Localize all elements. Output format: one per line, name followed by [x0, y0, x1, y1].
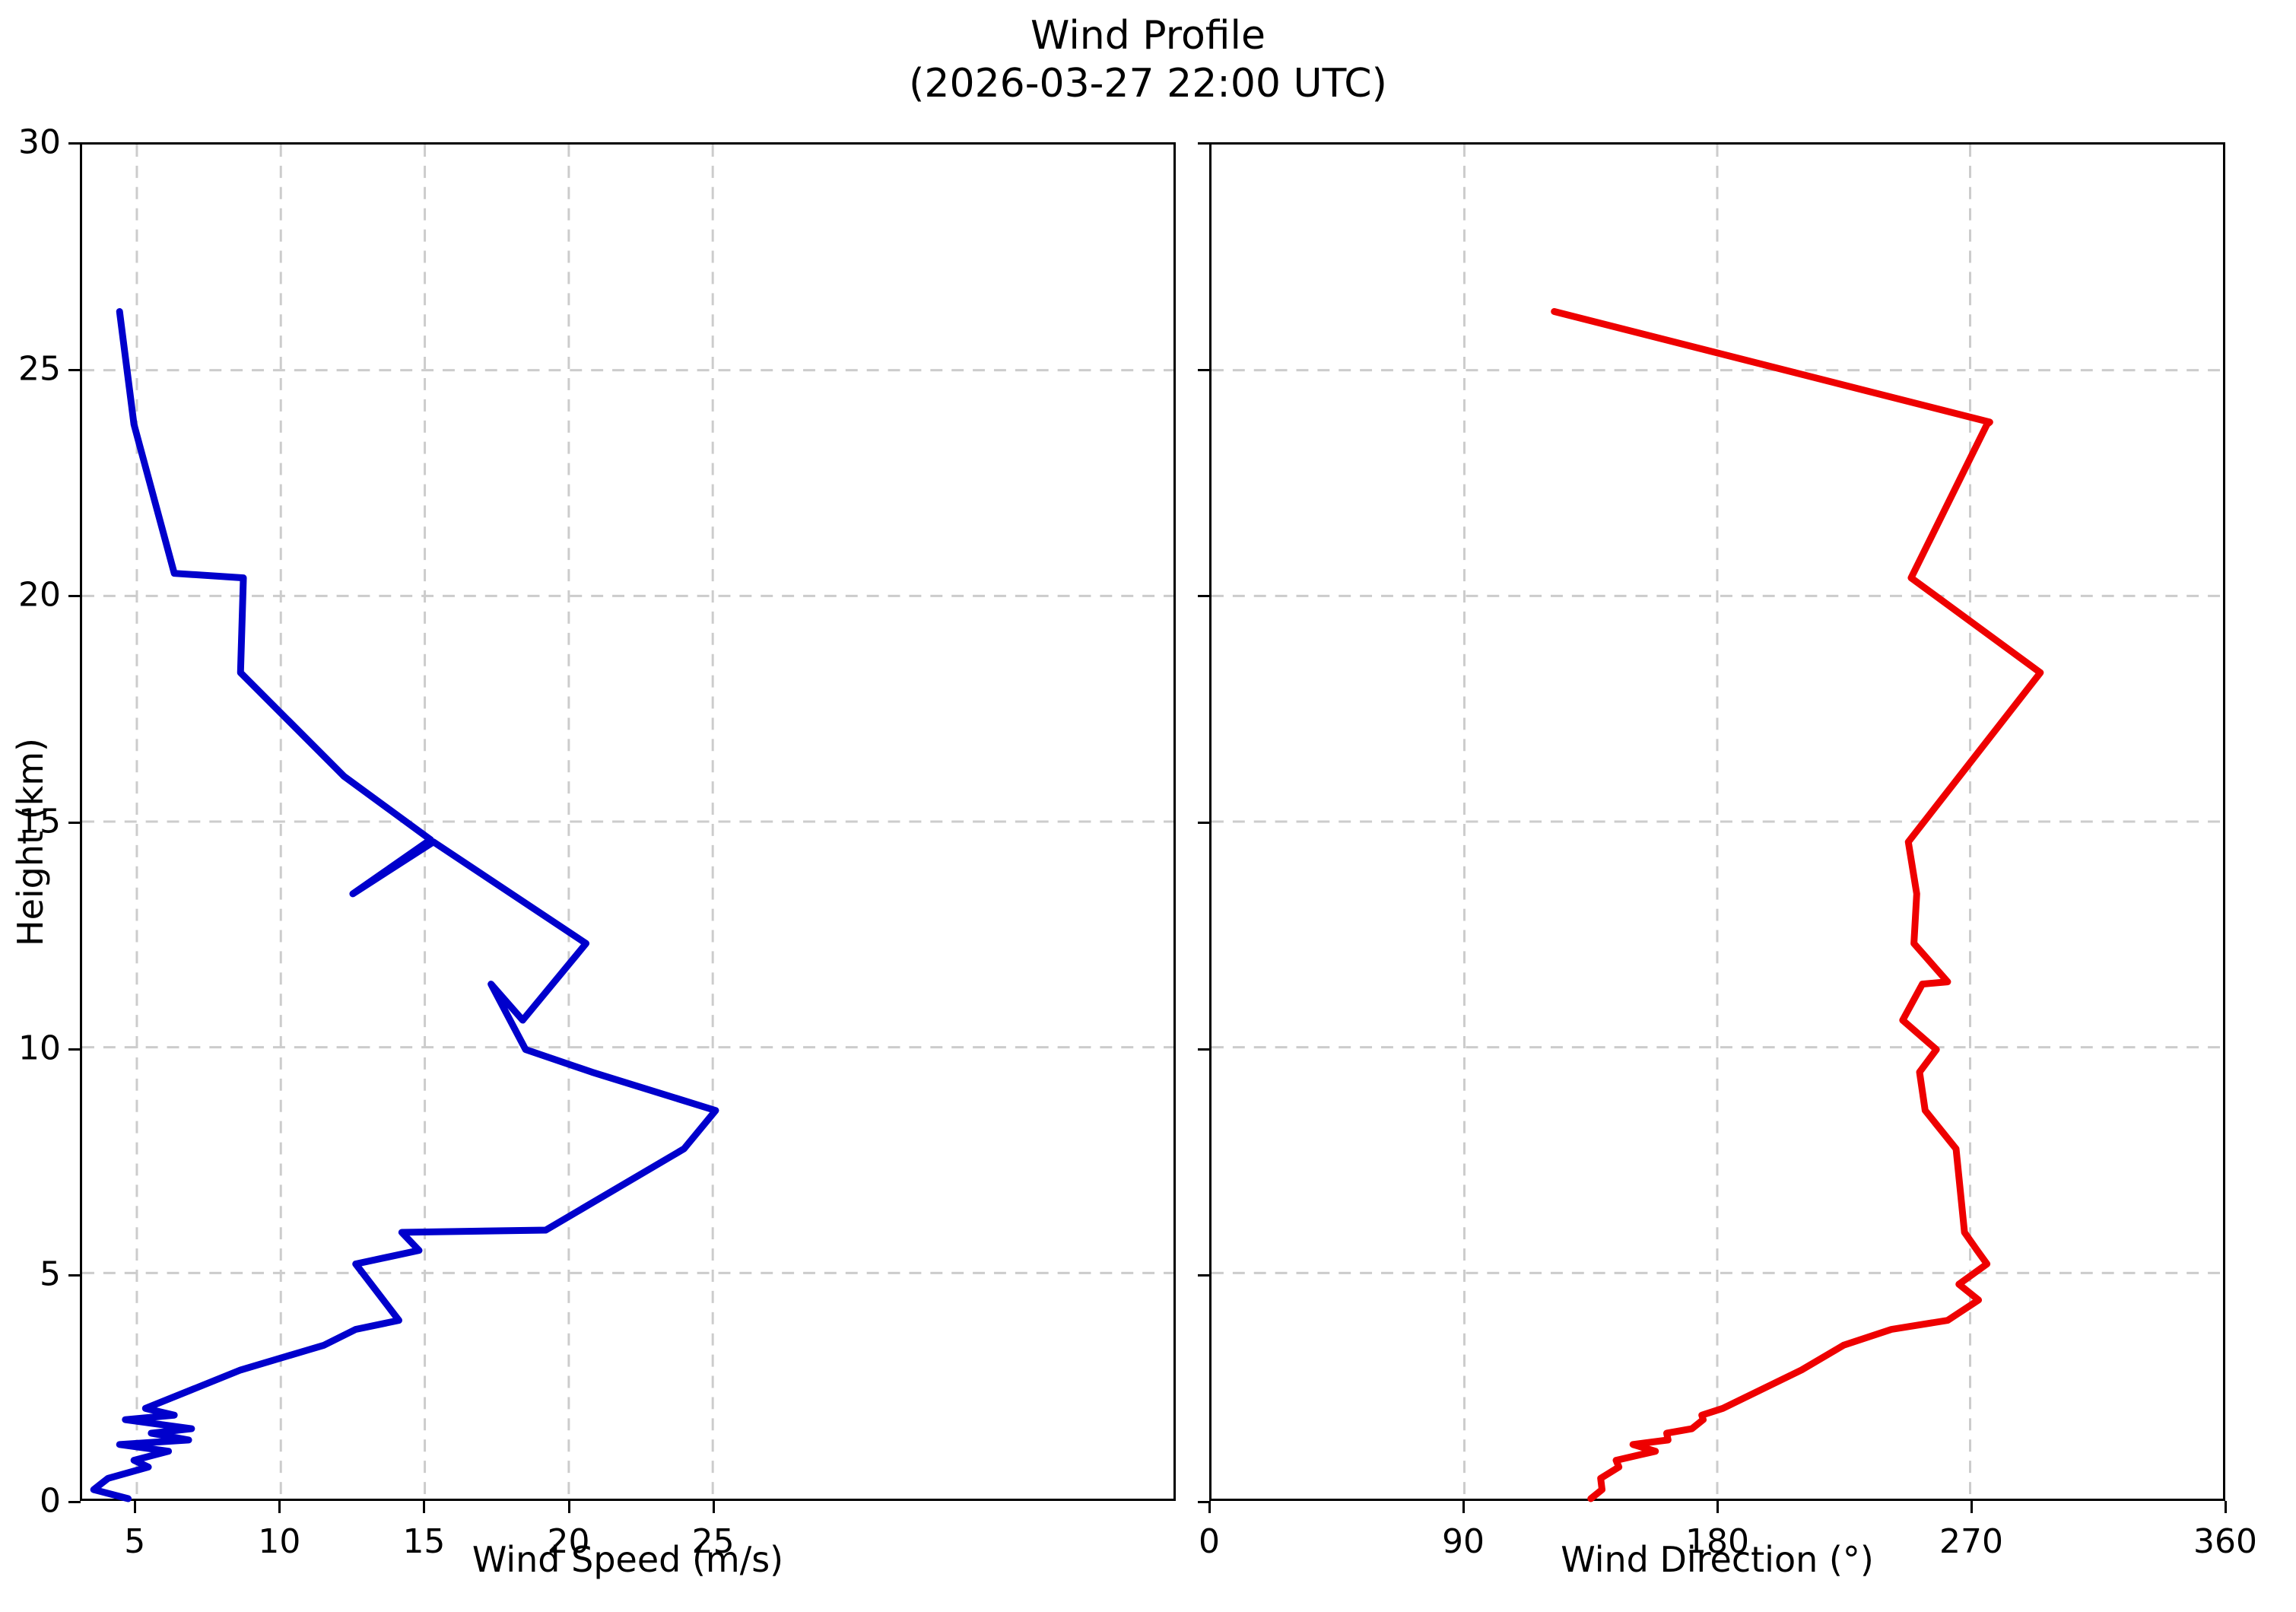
x-tick-label: 15: [402, 1522, 446, 1561]
wind-direction-panel: [1209, 142, 2225, 1502]
y-tick-label: 20: [18, 575, 61, 615]
y-tick-mark-right: [1198, 595, 1210, 598]
x-tick-mark: [567, 1501, 570, 1513]
x-tick-label: 90: [1442, 1522, 1485, 1561]
title-line-main: Wind Profile: [1031, 13, 1265, 59]
y-tick-mark: [68, 1501, 81, 1503]
figure-title: Wind Profile (2026-03-27 22:00 UTC): [0, 12, 2296, 109]
x-tick-mark: [1462, 1501, 1465, 1513]
y-tick-mark: [68, 1048, 81, 1051]
y-tick-mark-right: [1198, 368, 1210, 371]
x-tick-mark: [278, 1501, 281, 1513]
y-tick-label: 5: [40, 1254, 61, 1294]
y-axis-tick-labels: 0 5 10 15 20 25 30: [0, 123, 1210, 1521]
x-tick-mark: [1716, 1501, 1719, 1513]
y-tick-mark: [68, 595, 81, 598]
y-tick-mark: [68, 142, 81, 145]
x-tick-label: 180: [1685, 1522, 1749, 1561]
x-tick-mark: [712, 1501, 715, 1513]
x-tick-label: 10: [258, 1522, 301, 1561]
x-tick-mark: [1208, 1501, 1211, 1513]
x-tick-label: 360: [2193, 1522, 2257, 1561]
wind-speed-x-tick-labels: 5 10 15 20 25: [80, 1501, 1176, 1561]
x-tick-mark: [2225, 1501, 2227, 1513]
x-tick-label: 5: [124, 1522, 146, 1561]
x-tick-mark: [134, 1501, 137, 1513]
x-tick-label: 25: [691, 1522, 735, 1561]
y-tick-mark: [68, 368, 81, 371]
wind-direction-plot: [1212, 145, 2223, 1502]
y-tick-label: 15: [18, 802, 61, 841]
x-tick-mark: [1970, 1501, 1973, 1513]
y-tick-label: 30: [18, 122, 61, 162]
y-tick-mark-right: [1198, 1501, 1210, 1503]
y-tick-mark-right: [1198, 822, 1210, 824]
y-tick-mark-right: [1198, 142, 1210, 145]
wind-speed-axis-label: Wind Speed (m/s): [472, 1539, 784, 1580]
wind-direction-x-tick-labels: 0 90 180 270 360: [1199, 1501, 2257, 1561]
y-tick-label: 25: [18, 349, 61, 389]
x-tick-label: 0: [1199, 1522, 1220, 1561]
x-tick-label: 270: [1939, 1522, 2003, 1561]
y-tick-mark-right: [1198, 1274, 1210, 1277]
data-line-wind-direction: [1551, 308, 2044, 1502]
x-tick-label: 20: [547, 1522, 590, 1561]
y-tick-label: 0: [40, 1481, 61, 1521]
wind-speed-plot: [82, 145, 1173, 1502]
y-tick-mark: [68, 1274, 81, 1277]
wind-direction-axis-label: Wind Direction (°): [1561, 1539, 1874, 1580]
x-tick-mark: [423, 1501, 426, 1513]
y-tick-mark-right: [1198, 1048, 1210, 1051]
data-line-wind-speed: [90, 308, 719, 1502]
wind-speed-panel: [80, 142, 1176, 1502]
y-tick-mark: [68, 822, 81, 824]
title-line-timestamp: (2026-03-27 22:00 UTC): [909, 61, 1387, 107]
y-tick-label: 10: [18, 1029, 61, 1068]
